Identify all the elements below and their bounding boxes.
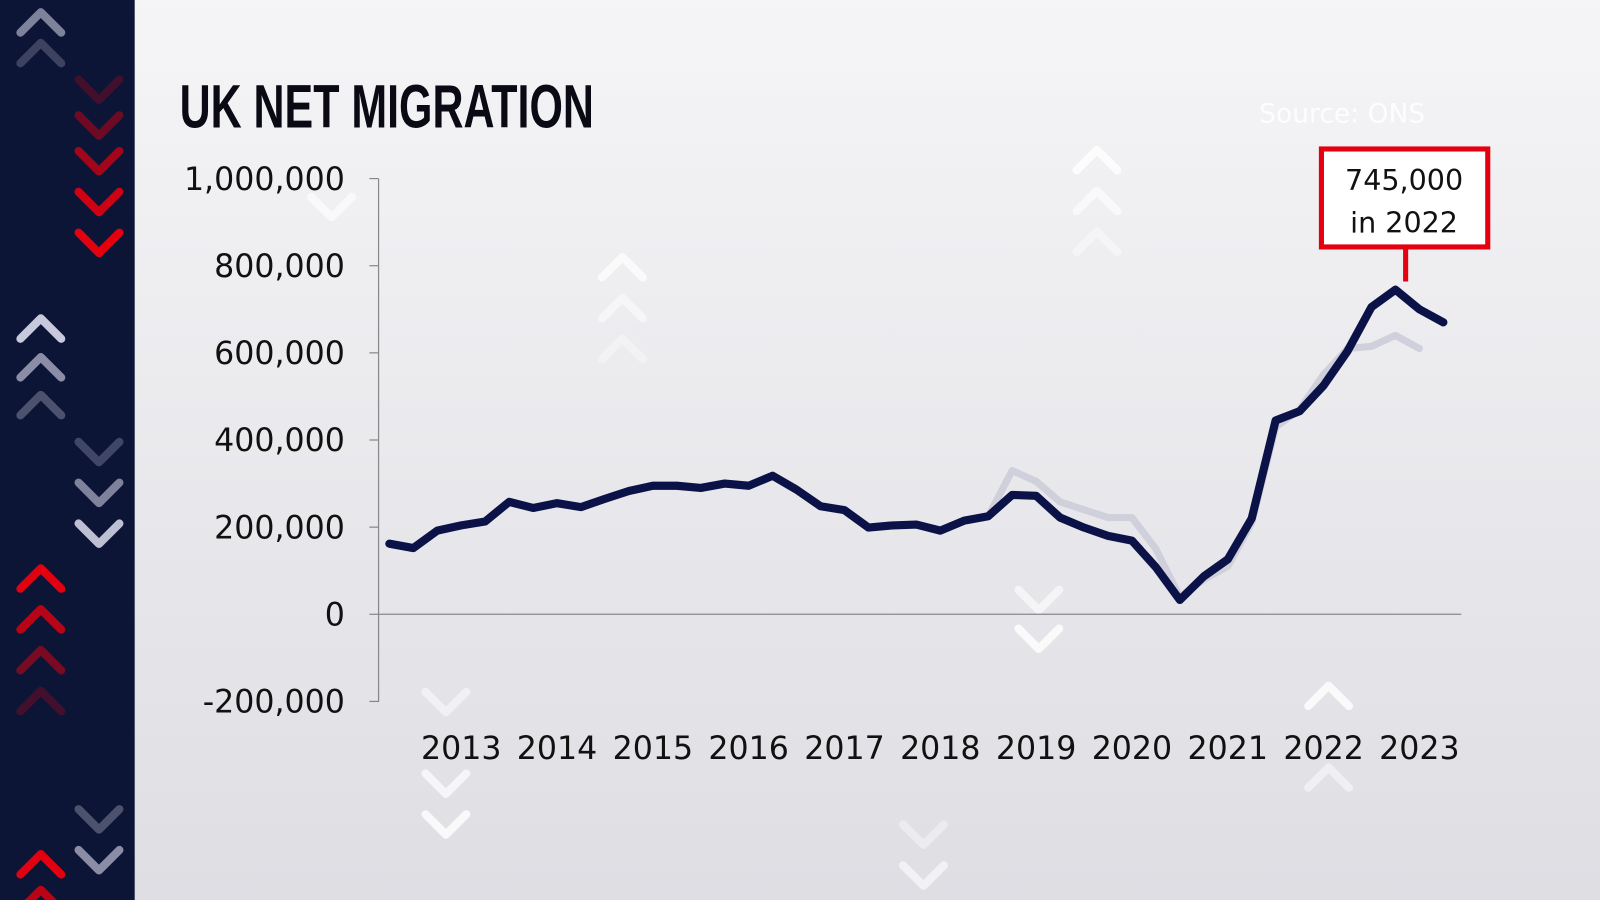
chevron-down-icon: [74, 519, 124, 548]
chevron-up-icon: [1304, 763, 1354, 792]
x-tick-label: 2018: [900, 731, 980, 767]
chevron-down-icon: [898, 861, 948, 890]
chevron-down-icon: [307, 192, 357, 222]
series-lines: [385, 285, 1448, 604]
chevron-down-icon: [74, 228, 124, 258]
chevron-up-icon: [16, 8, 66, 37]
chevron-down-icon: [74, 146, 124, 176]
chevron-down-icon: [74, 437, 124, 467]
y-tick-label: 1,000,000: [184, 162, 345, 198]
y-tick-label: 0: [325, 598, 345, 634]
chevron-down-icon: [74, 478, 124, 508]
chevron-up-icon: [24, 885, 57, 900]
chevron-down-icon: [421, 687, 471, 717]
y-tick-label: 600,000: [214, 336, 345, 372]
annotation-box: [1318, 146, 1491, 250]
annotation-year: in 2022: [1350, 206, 1458, 240]
chevron-down-icon: [898, 820, 948, 849]
sidebar: [0, 0, 135, 900]
chevron-down-icon: [74, 805, 124, 834]
chart-title: UK NET MIGRATION: [180, 73, 594, 141]
chevron-down-icon: [74, 75, 124, 105]
x-tick-label: 2016: [708, 731, 788, 767]
chevron-up-icon: [16, 314, 66, 343]
chevron-decoration-icons: [16, 8, 1354, 900]
chevron-up-icon: [597, 334, 647, 364]
chevron-down-icon: [421, 769, 471, 798]
chevron-up-icon: [16, 605, 66, 634]
chevron-down-icon: [74, 111, 124, 140]
chevron-down-icon: [1014, 624, 1064, 654]
chevron-up-icon: [1072, 186, 1122, 216]
chevron-up-icon: [16, 390, 66, 420]
x-tick-label: 2013: [421, 731, 501, 767]
y-tick-label: 200,000: [214, 510, 345, 546]
x-tick-label: 2017: [804, 731, 884, 767]
chevron-up-icon: [16, 564, 66, 593]
chevron-up-icon: [16, 353, 66, 382]
chevron-up-icon: [16, 686, 66, 716]
chevron-up-icon: [16, 645, 66, 675]
x-tick-label: 2015: [613, 731, 693, 767]
chevron-down-icon: [74, 187, 124, 217]
annotation-value: 745,000: [1345, 163, 1463, 197]
x-tick-label: 2021: [1188, 731, 1268, 767]
y-tick-label: 400,000: [214, 423, 345, 459]
chevron-up-icon: [1072, 227, 1122, 257]
chevron-up-icon: [16, 850, 66, 879]
x-tick-label: 2023: [1379, 731, 1459, 767]
x-tick-label: 2022: [1283, 731, 1363, 767]
x-tick-label: 2019: [996, 731, 1076, 767]
chevron-up-icon: [1072, 145, 1122, 175]
chevron-up-icon: [597, 253, 647, 282]
y-tick-label: 800,000: [214, 249, 345, 285]
chevron-up-icon: [597, 293, 647, 323]
chevron-up-icon: [1304, 681, 1354, 711]
x-tick-label: 2014: [517, 731, 597, 767]
axes: 1,000,000 800,000 600,000 400,000 200,000 0 -2…: [184, 162, 1462, 767]
chevron-up-icon: [16, 38, 66, 68]
annotation-callout: 745,000 in 2022: [1318, 146, 1491, 282]
y-tick-label: -200,000: [203, 685, 345, 721]
chevron-down-icon: [74, 845, 124, 875]
source-label: Source: ONS: [1259, 98, 1425, 129]
chevron-down-icon: [421, 810, 471, 839]
x-tick-label: 2020: [1092, 731, 1172, 767]
chevron-down-icon: [1014, 585, 1064, 615]
